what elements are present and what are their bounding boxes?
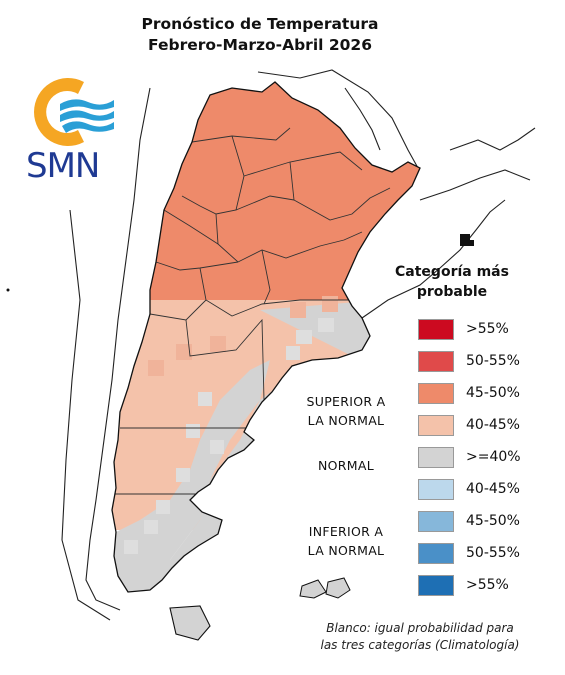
legend-item: 50-55% [418,542,520,564]
group-label-line: INFERIOR A [308,524,384,539]
group-label-line: SUPERIOR A [306,394,386,409]
legend-swatch [418,542,454,564]
smn-logo-wave-icon [62,121,114,133]
note-line: Blanco: igual probabilidad para [326,621,514,635]
legend-label: 50-55% [466,353,520,369]
legend-swatch [418,414,454,436]
note-line: las tres categorías (Climatología) [320,638,520,652]
legend-swatch [418,478,454,500]
legend-label: >55% [466,577,509,593]
legend-swatch [418,446,454,468]
smn-logo [34,78,114,146]
neighbour-borders [61,69,536,621]
legend-item: 45-50% [418,382,520,404]
legend-title: Categoría más probable [372,262,532,302]
smn-logo-sun-icon [34,78,84,146]
islas-malvinas [299,577,351,599]
map-title: Pronóstico de Temperatura [141,15,379,33]
smn-logo-text: SMN [26,146,100,186]
legend-swatch [418,574,454,596]
climatology-note: Blanco: igual probabilidad para las tres… [290,620,550,654]
legend-title-line: Categoría más [395,264,509,280]
legend-swatch [418,350,454,372]
group-label-line: LA NORMAL [307,413,385,428]
map-subtitle: Febrero-Marzo-Abril 2026 [148,36,372,54]
tierra-del-fuego [169,605,211,641]
group-label-line: LA NORMAL [307,543,385,558]
legend-swatch [418,510,454,532]
group-label-superior: SUPERIOR A LA NORMAL [286,392,406,430]
group-label-line: NORMAL [318,458,374,473]
zone-normal [112,360,270,590]
group-label-inferior: INFERIOR A LA NORMAL [286,522,406,560]
legend-item: >55% [418,318,509,340]
legend-label: >55% [466,321,509,337]
atlantic-islands [6,234,474,292]
legend-item: 40-45% [418,414,520,436]
legend-item: 45-50% [418,510,520,532]
smn-logo-wave-icon [60,99,114,111]
legend-item: 40-45% [418,478,520,500]
normal-grid-cells [124,318,334,554]
legend-item: >55% [418,574,509,596]
legend-label: 40-45% [466,481,520,497]
legend-item: 50-55% [418,350,520,372]
legend-title-line: probable [416,284,488,300]
legend-label: 45-50% [466,385,520,401]
group-label-normal: NORMAL [286,456,406,475]
smn-logo-wave-icon [60,110,114,122]
legend-label: 50-55% [466,545,520,561]
legend-label: 40-45% [466,417,520,433]
legend-swatch [418,382,454,404]
province-borders [114,127,391,495]
legend-swatch [418,318,454,340]
legend-label: 45-50% [466,513,520,529]
legend-label: >=40% [466,449,521,465]
legend-item: >=40% [418,446,521,468]
